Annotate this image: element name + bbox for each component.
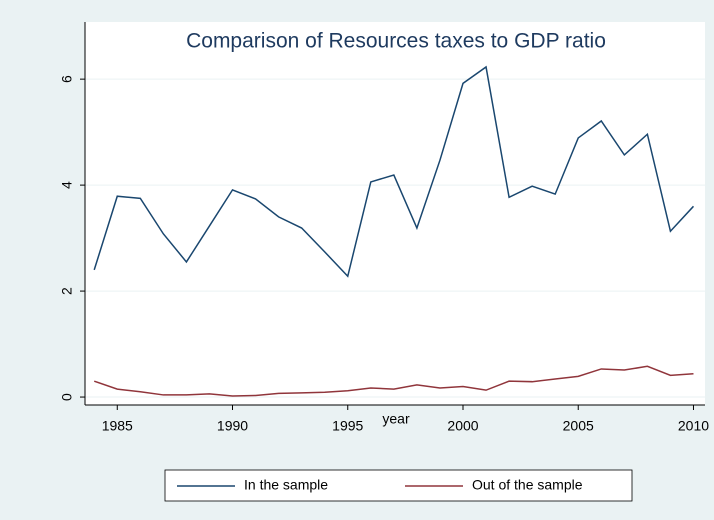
x-tick-label: 1995 — [332, 418, 363, 434]
y-tick-label: 2 — [59, 287, 75, 295]
legend-label: Out of the sample — [472, 477, 583, 493]
x-tick-label: 1990 — [217, 418, 248, 434]
legend-label: In the sample — [244, 477, 328, 493]
x-tick-label: 2005 — [563, 418, 594, 434]
x-tick-label: 1985 — [102, 418, 133, 434]
x-tick-label: 2000 — [447, 418, 478, 434]
series-line — [93, 65, 695, 278]
chart-title: Comparison of Resources taxes to GDP rat… — [186, 30, 606, 53]
plot-region — [85, 22, 705, 405]
x-axis-label: year — [382, 411, 410, 427]
series-line — [93, 365, 694, 397]
y-tick-label: 6 — [59, 75, 75, 83]
y-tick-label: 4 — [59, 181, 75, 189]
y-tick-label: 0 — [59, 393, 75, 401]
legend — [164, 469, 633, 502]
x-tick-label: 2010 — [678, 418, 709, 434]
